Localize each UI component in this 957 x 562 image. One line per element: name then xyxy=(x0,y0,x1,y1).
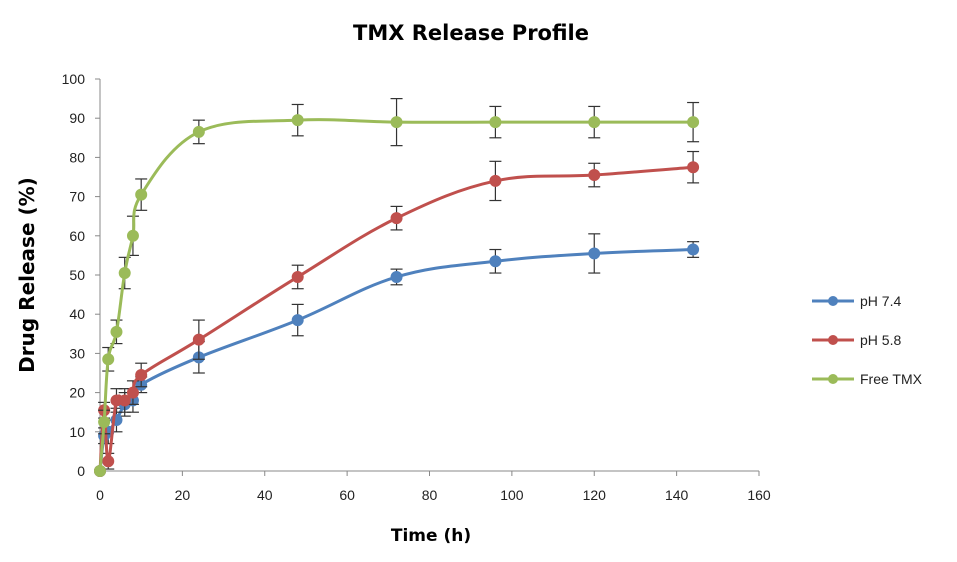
series-ph-5-8 xyxy=(94,150,700,477)
data-point xyxy=(489,255,502,268)
data-point xyxy=(489,116,502,129)
series-free-tmx xyxy=(94,97,700,477)
legend-item: pH 5.8 xyxy=(812,332,901,348)
data-point xyxy=(687,161,700,174)
x-tick-label: 60 xyxy=(339,487,355,503)
x-axis-title: Time (h) xyxy=(391,526,471,546)
series-line xyxy=(98,118,695,473)
x-tick-label: 40 xyxy=(257,487,273,503)
y-tick-label: 50 xyxy=(69,267,85,283)
data-point xyxy=(390,116,403,129)
legend-swatch-marker xyxy=(828,296,838,306)
data-point xyxy=(118,267,131,280)
legend-swatch-marker xyxy=(828,335,838,345)
data-point xyxy=(291,270,304,283)
chart-title: TMX Release Profile xyxy=(353,21,589,45)
data-point xyxy=(192,333,205,346)
data-point xyxy=(687,116,700,129)
y-axis-title: Drug Release (%) xyxy=(15,177,39,373)
data-point xyxy=(192,125,205,138)
data-point xyxy=(390,212,403,225)
legend-label: pH 7.4 xyxy=(860,293,901,309)
y-tick-label: 100 xyxy=(62,71,86,87)
x-tick-label: 0 xyxy=(96,487,104,503)
y-tick-label: 20 xyxy=(69,385,85,401)
y-tick-label: 60 xyxy=(69,228,85,244)
data-point xyxy=(291,114,304,127)
y-tick-label: 30 xyxy=(69,345,85,361)
legend-label: Free TMX xyxy=(860,371,923,387)
legend-item: Free TMX xyxy=(812,371,923,387)
x-tick-label: 120 xyxy=(583,487,607,503)
data-point xyxy=(687,243,700,256)
data-point xyxy=(390,270,403,283)
data-point xyxy=(588,169,601,182)
data-point xyxy=(588,116,601,129)
x-tick-label: 100 xyxy=(500,487,524,503)
y-tick-label: 10 xyxy=(69,424,85,440)
data-point xyxy=(489,174,502,187)
legend-swatch-marker xyxy=(828,374,838,384)
data-point xyxy=(110,325,123,338)
data-point xyxy=(135,188,148,201)
x-tick-label: 80 xyxy=(422,487,438,503)
data-point xyxy=(126,386,139,399)
y-tick-label: 80 xyxy=(69,149,85,165)
x-tick-label: 160 xyxy=(747,487,771,503)
legend-label: pH 5.8 xyxy=(860,332,901,348)
y-tick-label: 0 xyxy=(77,463,85,479)
x-tick-label: 140 xyxy=(665,487,689,503)
y-tick-label: 40 xyxy=(69,306,85,322)
data-point xyxy=(291,314,304,327)
data-point xyxy=(135,368,148,381)
data-point xyxy=(94,465,106,477)
legend-item: pH 7.4 xyxy=(812,293,901,309)
data-point xyxy=(126,229,139,242)
x-axis: 0 20 40 60 80 100 120 140 160 xyxy=(96,470,771,503)
series-layer xyxy=(94,97,700,477)
data-point xyxy=(118,394,131,407)
data-point xyxy=(98,416,111,428)
data-point xyxy=(102,455,115,468)
y-tick-label: 70 xyxy=(69,189,85,205)
y-tick-label: 90 xyxy=(69,110,85,126)
data-point xyxy=(102,353,115,366)
x-tick-label: 20 xyxy=(175,487,191,503)
data-point xyxy=(588,247,601,260)
series-ph-7-4 xyxy=(94,233,700,477)
y-axis: 0 10 20 30 40 50 60 70 80 90 100 xyxy=(62,71,101,479)
legend: pH 7.4 pH 5.8 Free TMX xyxy=(812,293,923,387)
